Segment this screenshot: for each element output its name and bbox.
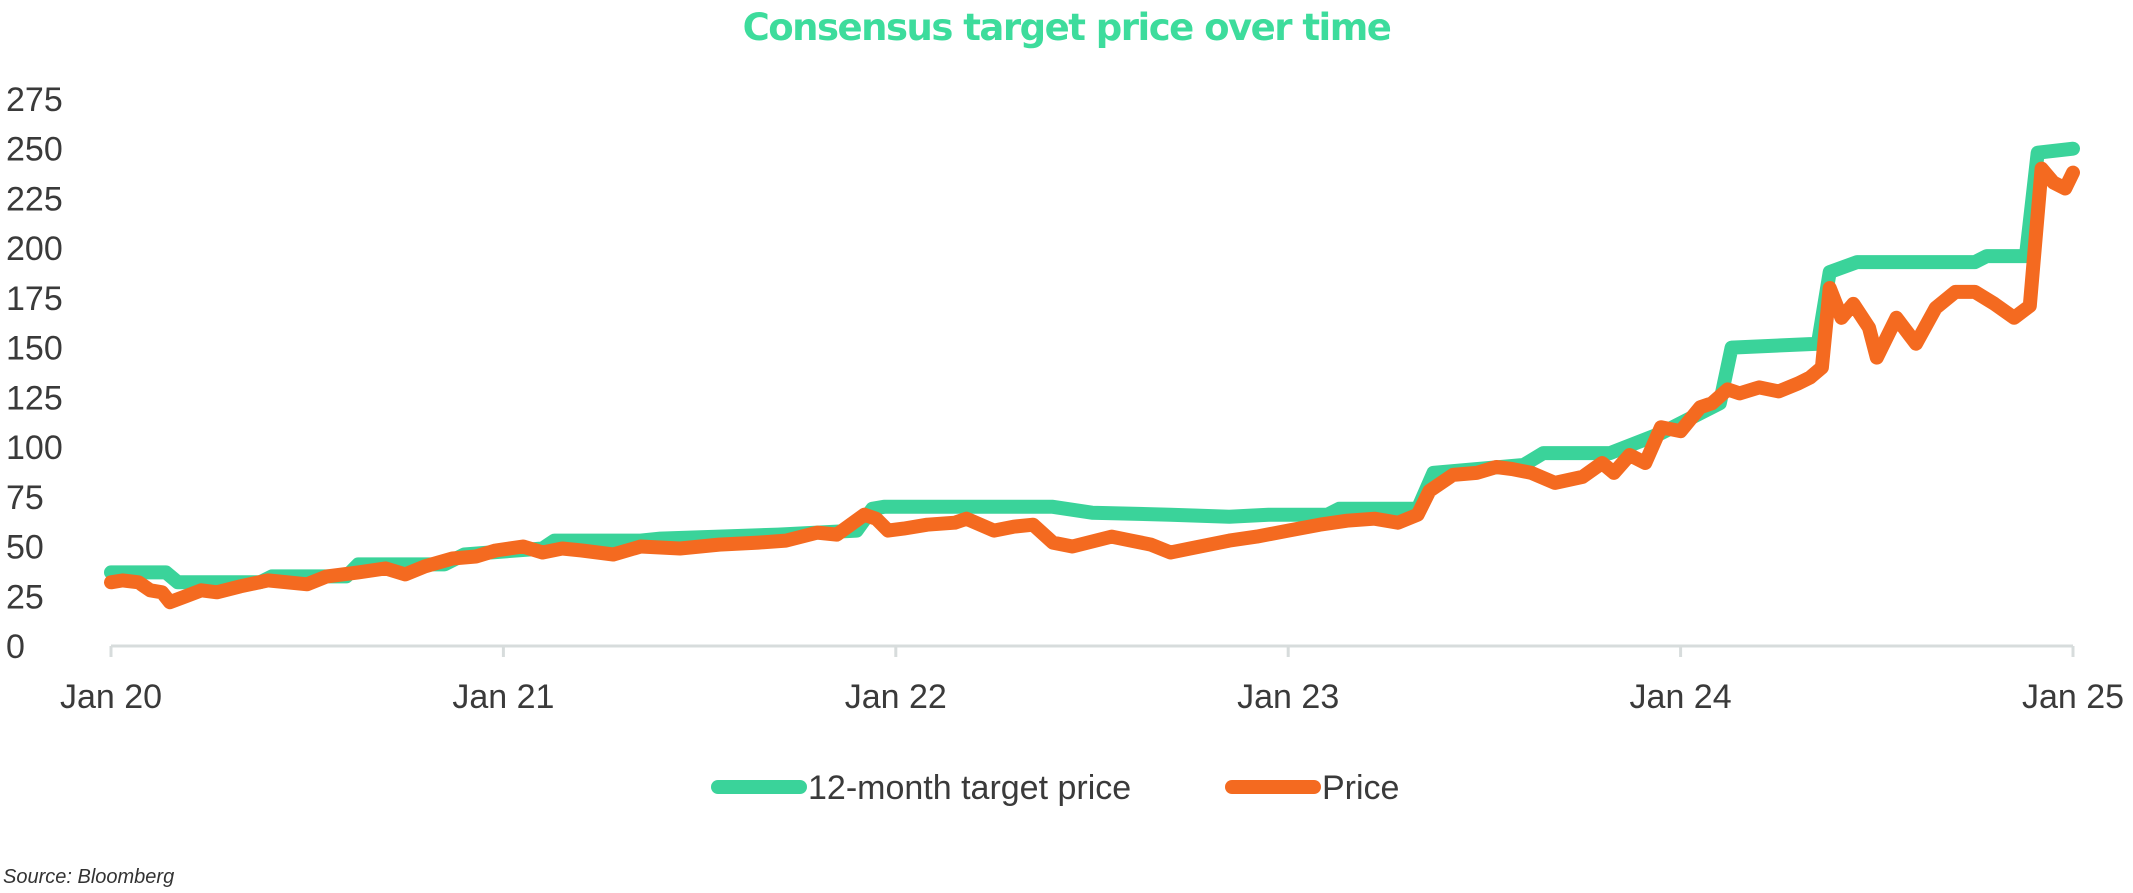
legend: 12-month target price Price [711, 769, 1399, 807]
y-tick-label: 50 [6, 529, 44, 567]
x-tick-label: Jan 22 [845, 678, 947, 716]
y-tick-label: 25 [6, 578, 44, 616]
y-tick-label: 250 [6, 131, 63, 169]
source-note: Source: Bloomberg [3, 866, 175, 888]
series-lines [104, 141, 2080, 610]
x-tick-label: Jan 25 [2022, 678, 2124, 716]
series-line-price [104, 161, 2080, 610]
y-tick-label: 100 [6, 429, 63, 467]
y-tick-label: 125 [6, 379, 63, 417]
chart-title: Consensus target price over time [742, 6, 1392, 49]
y-tick-label: 150 [6, 330, 63, 368]
x-tick-label: Jan 23 [1237, 678, 1339, 716]
y-axis-labels: 0 25 50 75 100 125 150 175 200 225 250 275 [6, 81, 63, 666]
x-tick-label: Jan 24 [1630, 678, 1732, 716]
y-tick-label: 175 [6, 280, 63, 318]
legend-label: 12-month target price [808, 769, 1131, 807]
legend-label: Price [1322, 769, 1399, 807]
x-tick-label: Jan 20 [60, 678, 162, 716]
y-tick-label: 0 [6, 628, 25, 666]
y-tick-label: 75 [6, 479, 44, 517]
x-axis: Jan 20 Jan 21 Jan 22 Jan 23 Jan 24 Jan 25 [60, 644, 2124, 716]
y-tick-label: 200 [6, 230, 63, 268]
y-tick-label: 225 [6, 180, 63, 218]
y-tick-label: 275 [6, 81, 63, 119]
x-tick-label: Jan 21 [452, 678, 554, 716]
series-line-target-price [104, 141, 2080, 590]
